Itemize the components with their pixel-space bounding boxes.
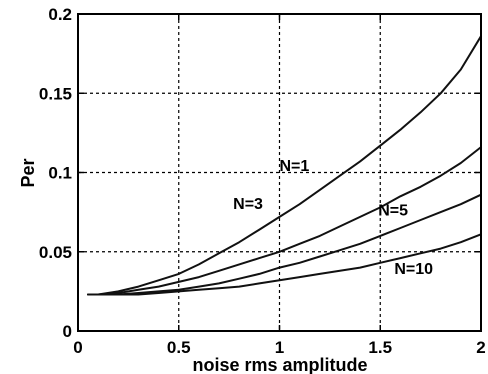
tick-labels: 0 0.5 1 1.5 2 0 0.05 0.1 0.15 0.2 xyxy=(39,5,486,357)
x-tick-label: 1.5 xyxy=(368,338,392,357)
y-tick-label: 0.1 xyxy=(48,164,72,183)
x-tick-label: 0 xyxy=(73,338,82,357)
y-tick-label: 0.15 xyxy=(39,84,72,103)
y-tick-label: 0.05 xyxy=(39,243,72,262)
series-label-n-10: N=10 xyxy=(394,261,433,278)
series-label-n-3: N=3 xyxy=(233,196,263,213)
x-axis-label: noise rms amplitude xyxy=(192,355,367,374)
ticks xyxy=(77,13,482,332)
x-tick-label: 2 xyxy=(476,338,485,357)
series-line-n-10 xyxy=(87,233,482,296)
series-lines xyxy=(87,35,482,296)
y-tick-label: 0.2 xyxy=(48,5,72,24)
series-label-n-5: N=5 xyxy=(378,202,408,219)
series-line-n-1 xyxy=(87,35,482,296)
series-labels: N=1 N=3 N=5 N=10 xyxy=(233,158,433,278)
x-tick-label: 0.5 xyxy=(167,338,191,357)
grid xyxy=(78,14,481,331)
series-line-n-3 xyxy=(87,146,482,296)
series-label-n-1: N=1 xyxy=(280,158,310,175)
y-tick-label: 0 xyxy=(63,322,72,341)
series-line-n-5 xyxy=(87,193,482,296)
x-tick-label: 1 xyxy=(275,338,284,357)
y-axis-label: Per xyxy=(18,158,38,187)
